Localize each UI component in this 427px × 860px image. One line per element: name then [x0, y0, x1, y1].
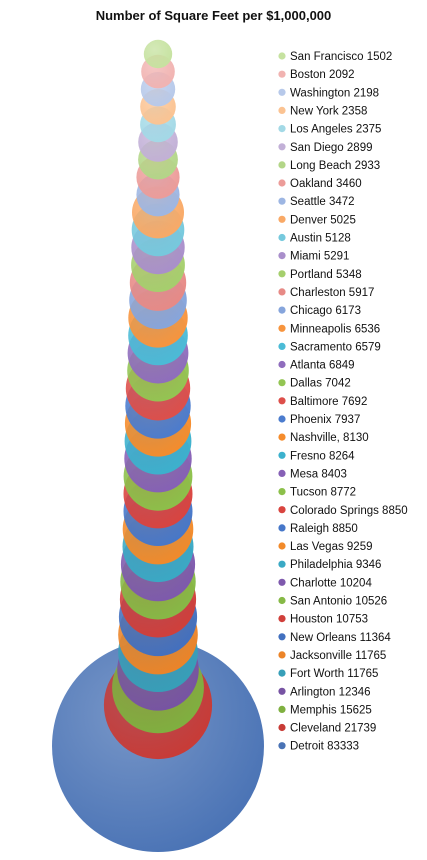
legend-marker-9	[278, 215, 286, 223]
legend-marker-5	[278, 143, 286, 151]
legend-label-26: Raleigh 8850	[290, 523, 358, 535]
legend-label-35: Arlington 12346	[290, 686, 371, 698]
legend-marker-14	[278, 306, 286, 314]
legend-marker-30	[278, 596, 286, 605]
legend-marker-8	[278, 197, 286, 205]
chart-title: Number of Square Feet per $1,000,000	[95, 8, 332, 23]
legend-label-22: Fresno 8264	[290, 450, 355, 462]
legend-label-20: Phoenix 7937	[290, 414, 360, 426]
legend-marker-22	[278, 451, 286, 459]
legend-marker-37	[278, 723, 286, 732]
legend-label-1: Boston 2092	[290, 69, 355, 81]
legend-marker-17	[278, 360, 286, 369]
legend: San Francisco 1502 Boston 2092 Washington …	[278, 51, 408, 753]
legend-marker-10	[278, 233, 286, 242]
legend-label-6: Long Beach 2933	[290, 160, 380, 172]
legend-label-4: Los Angeles 2375	[290, 124, 381, 136]
legend-label-25: Colorado Springs 8850	[290, 505, 408, 517]
legend-marker-7	[278, 179, 286, 187]
legend-label-38: Detroit 83333	[290, 741, 359, 753]
legend-label-3: New York 2358	[290, 105, 367, 117]
legend-label-12: Portland 5348	[290, 269, 362, 281]
legend-marker-18	[278, 379, 286, 387]
legend-marker-11	[278, 252, 286, 260]
legend-label-23: Mesa 8403	[290, 468, 347, 480]
legend-marker-38	[278, 742, 286, 750]
legend-marker-29	[278, 578, 286, 586]
legend-label-11: Miami 5291	[290, 251, 349, 263]
legend-marker-31	[278, 615, 286, 623]
legend-label-7: Oakland 3460	[290, 178, 362, 190]
legend-marker-27	[278, 542, 286, 550]
legend-marker-16	[278, 342, 286, 350]
legend-label-18: Dallas 7042	[290, 378, 351, 390]
legend-label-15: Minneapolis 6536	[290, 323, 380, 335]
legend-marker-32	[278, 633, 286, 641]
legend-label-29: Charlotte 10204	[290, 577, 372, 589]
legend-label-0: San Francisco 1502	[290, 51, 392, 63]
legend-marker-36	[278, 705, 286, 714]
legend-marker-13	[278, 288, 286, 296]
legend-marker-28	[278, 560, 286, 568]
legend-label-16: Sacramento 6579	[290, 341, 381, 353]
bubble-0	[143, 39, 173, 69]
legend-marker-33	[278, 651, 286, 659]
legend-marker-15	[278, 324, 286, 332]
legend-label-31: Houston 10753	[290, 614, 368, 626]
legend-label-10: Austin 5128	[290, 233, 351, 245]
legend-marker-6	[278, 161, 286, 169]
legend-marker-34	[278, 669, 286, 677]
legend-label-9: Denver 5025	[290, 214, 356, 226]
legend-marker-35	[278, 687, 286, 695]
legend-label-2: Washington 2198	[290, 87, 379, 99]
bubble-stack	[52, 39, 264, 852]
legend-marker-4	[278, 125, 286, 133]
legend-marker-2	[278, 88, 286, 96]
legend-label-27: Las Vegas 9259	[290, 541, 373, 553]
legend-label-5: San Diego 2899	[290, 142, 372, 154]
legend-marker-20	[278, 415, 286, 423]
legend-label-36: Memphis 15625	[290, 704, 372, 716]
legend-marker-25	[278, 506, 286, 514]
legend-label-34: Fort Worth 11765	[290, 668, 378, 680]
legend-marker-1	[278, 70, 286, 78]
legend-marker-23	[278, 469, 286, 477]
legend-marker-3	[278, 106, 286, 114]
legend-label-30: San Antonio 10526	[290, 596, 387, 608]
legend-marker-24	[278, 488, 286, 496]
legend-label-32: New Orleans 11364	[290, 632, 391, 644]
legend-label-17: Atlanta 6849	[290, 360, 355, 372]
legend-marker-26	[278, 524, 286, 532]
legend-marker-0	[278, 52, 286, 60]
legend-label-19: Baltimore 7692	[290, 396, 367, 408]
legend-marker-12	[278, 270, 286, 278]
legend-label-37: Cleveland 21739	[290, 723, 376, 735]
legend-label-24: Tucson 8772	[290, 487, 356, 499]
legend-marker-21	[278, 433, 286, 441]
legend-marker-19	[278, 397, 286, 405]
legend-label-8: Seattle 3472	[290, 196, 355, 208]
legend-label-28: Philadelphia 9346	[290, 559, 381, 571]
legend-label-33: Jacksonville 11765	[290, 650, 386, 662]
legend-label-13: Charleston 5917	[290, 287, 374, 299]
legend-label-14: Chicago 6173	[290, 305, 361, 317]
legend-label-21: Nashville, 8130	[290, 432, 369, 444]
